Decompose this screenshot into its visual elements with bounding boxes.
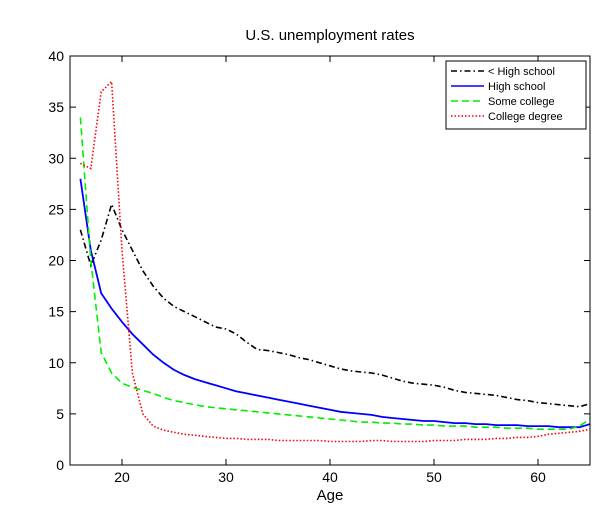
y-tick-label: 30 xyxy=(48,150,64,166)
x-tick-label: 60 xyxy=(530,469,546,485)
x-tick-label: 20 xyxy=(114,469,130,485)
x-tick-label: 30 xyxy=(218,469,234,485)
axes: 20 30 40 50 60 0 5 10 15 20 25 30 35 40 xyxy=(48,48,591,485)
y-tick-label: 25 xyxy=(48,201,64,217)
x-tick-label: 50 xyxy=(426,469,442,485)
legend-label-0: < High school xyxy=(488,66,555,78)
series-line-2 xyxy=(79,117,590,431)
y-tick-label: 15 xyxy=(48,304,64,320)
x-axis-label: Age xyxy=(317,487,344,504)
y-tick-label: 5 xyxy=(56,406,64,422)
legend-box xyxy=(445,60,587,130)
legend-label-2: Some college xyxy=(488,96,555,108)
y-tick-label: 35 xyxy=(48,99,64,115)
plot-area xyxy=(79,79,590,443)
series-line-1 xyxy=(79,178,590,429)
y-tick-label: 0 xyxy=(56,457,64,473)
chart-title: U.S. unemployment rates xyxy=(245,27,414,44)
series-line-0 xyxy=(79,201,590,408)
legend-label-3: College degree xyxy=(488,111,563,123)
series-line-3 xyxy=(80,79,590,443)
y-tick-label: 40 xyxy=(48,48,64,64)
y-tick-label: 20 xyxy=(48,253,64,269)
y-tick-label: 10 xyxy=(48,355,64,371)
legend-label-1: High school xyxy=(488,81,545,93)
x-tick-label: 40 xyxy=(322,469,338,485)
legend: < High school High school Some college Coll… xyxy=(445,60,587,130)
